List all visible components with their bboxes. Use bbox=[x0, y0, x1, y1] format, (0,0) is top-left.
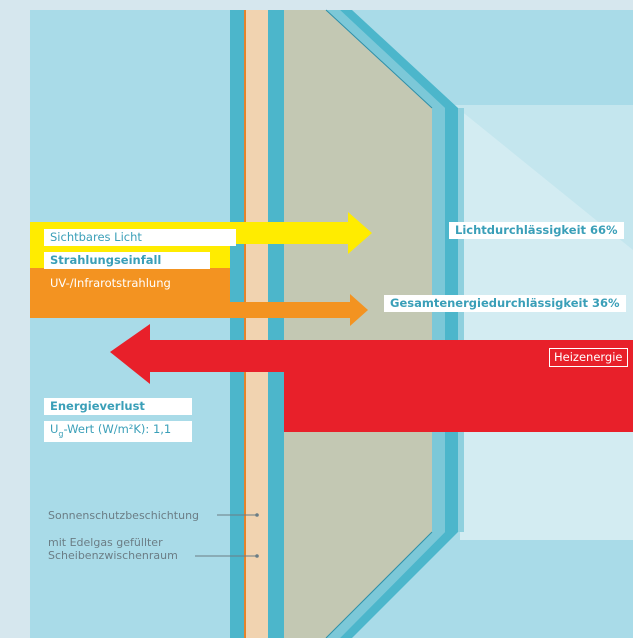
glass-edge-bottom-1 bbox=[326, 532, 445, 638]
energy-loss-label: Energieverlust bbox=[44, 398, 192, 415]
radiation-incidence-label: Strahlungseinfall bbox=[44, 252, 210, 269]
sky-region-lower bbox=[460, 110, 633, 540]
sun-protection-coating-label: Sonnenschutzbeschichtung bbox=[48, 509, 200, 522]
visible-light-label: Sichtbares Licht bbox=[44, 229, 236, 246]
light-transmission-label: Lichtdurchlässigkeit 66% bbox=[449, 222, 624, 239]
gas-filled-label-line2: Scheibenzwischenraum bbox=[48, 549, 178, 562]
glass-edge-top-2 bbox=[340, 10, 458, 108]
uv-infrared-label: UV-/Infrarotstrahlung bbox=[50, 276, 171, 290]
glass-edge-side-2 bbox=[445, 108, 458, 532]
heating-energy-arrow bbox=[110, 324, 633, 432]
outer-pane bbox=[230, 10, 244, 638]
gas-interspace bbox=[246, 10, 268, 638]
heating-energy-label: Heizenergie bbox=[549, 348, 628, 367]
glass-face bbox=[284, 10, 432, 638]
uv-infrared-arrow bbox=[30, 268, 368, 326]
inner-pane bbox=[268, 10, 284, 638]
glass-edge-side-1 bbox=[432, 108, 445, 532]
total-energy-transmission-label: Gesamtenergiedurchlässigkeit 36% bbox=[384, 295, 626, 312]
sun-coating-line bbox=[244, 10, 246, 638]
ug-value-label: Ug-Wert (W/m²K): 1,1 bbox=[44, 421, 192, 443]
glass-edge-side-3 bbox=[458, 108, 464, 532]
gas-filled-label-line1: mit Edelgas gefüllter bbox=[48, 536, 163, 549]
glass-edge-top-1 bbox=[326, 10, 445, 108]
glass-edge-bottom-2 bbox=[340, 532, 458, 638]
